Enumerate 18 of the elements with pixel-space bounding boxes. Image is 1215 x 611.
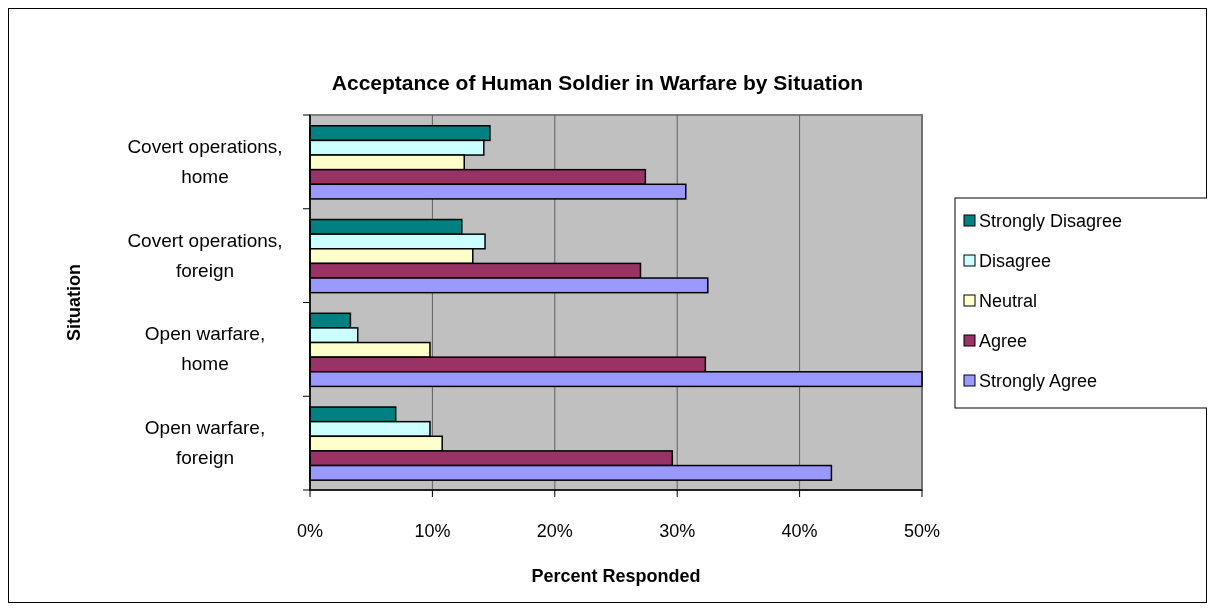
chart-title: Acceptance of Human Soldier in Warfare by Situation — [331, 71, 864, 94]
y-axis-title: Situation — [64, 264, 84, 341]
legend-label: Disagree — [979, 251, 1052, 271]
x-tick-label: 30% — [659, 521, 696, 541]
x-tick-label: 20% — [536, 521, 573, 541]
y-tick-label: Covert operations, foreign — [127, 229, 283, 281]
x-axis-title: Percent Responded — [531, 566, 701, 586]
legend-label: Neutral — [979, 291, 1038, 311]
y-tick-label: Covert operations, home — [127, 135, 283, 187]
x-tick-label: 10% — [414, 521, 451, 541]
x-tick-label: 40% — [781, 521, 818, 541]
legend-label: Agree — [979, 331, 1028, 351]
x-tick-label: 0% — [296, 521, 324, 541]
legend-label: Strongly Disagree — [979, 211, 1123, 231]
legend-label: Strongly Agree — [979, 371, 1098, 391]
y-tick-label: Open warfare, home — [144, 323, 266, 375]
y-tick-label: Open warfare, foreign — [144, 417, 266, 469]
x-tick-label: 50% — [903, 521, 941, 541]
